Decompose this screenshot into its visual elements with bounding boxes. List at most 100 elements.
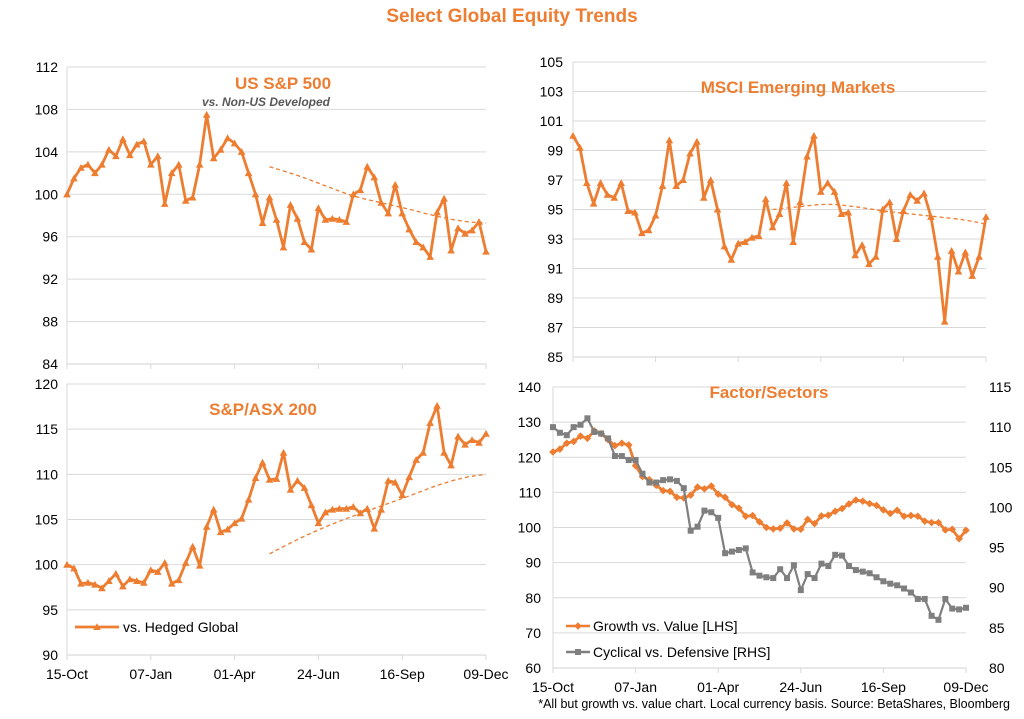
y-tick-label: 90 xyxy=(525,555,541,571)
data-point xyxy=(363,162,372,170)
data-point xyxy=(672,182,681,189)
y-tick-label: 70 xyxy=(525,625,541,641)
data-point xyxy=(377,198,386,206)
data-point xyxy=(679,176,687,184)
y-tick-label: 88 xyxy=(42,314,58,330)
data-point xyxy=(286,201,295,208)
data-point xyxy=(419,243,427,251)
data-point xyxy=(550,424,556,431)
series-em-1 xyxy=(772,203,987,225)
y-tick-label: 105 xyxy=(540,54,564,70)
data-point xyxy=(576,432,585,440)
data-point xyxy=(598,430,605,437)
data-point xyxy=(873,574,880,581)
data-point xyxy=(646,479,653,486)
y2-tick-label: 80 xyxy=(989,660,1005,676)
data-point xyxy=(913,196,921,204)
y-tick-label: 100 xyxy=(35,186,59,202)
data-point xyxy=(638,229,646,237)
data-point xyxy=(693,137,701,145)
data-point xyxy=(265,193,274,201)
data-point xyxy=(722,550,729,557)
data-point xyxy=(468,436,476,444)
data-point xyxy=(830,188,839,195)
data-point xyxy=(405,225,413,233)
data-point xyxy=(335,215,344,223)
data-point xyxy=(98,160,106,168)
series-line xyxy=(65,113,488,259)
data-point xyxy=(321,508,330,516)
data-point xyxy=(879,506,888,514)
y-tick-label: 92 xyxy=(42,271,58,287)
data-point xyxy=(584,415,591,422)
data-point xyxy=(426,419,434,426)
data-point xyxy=(907,511,915,520)
data-point xyxy=(433,401,441,409)
data-point xyxy=(701,507,708,514)
data-point xyxy=(955,534,963,543)
data-point xyxy=(209,505,218,513)
data-point xyxy=(475,438,483,446)
data-point xyxy=(885,198,894,206)
data-point xyxy=(126,151,134,159)
data-point xyxy=(77,163,85,171)
y-tick-label: 95 xyxy=(547,202,563,218)
data-point xyxy=(258,458,267,466)
data-point xyxy=(461,229,469,237)
data-point xyxy=(686,491,695,499)
data-point xyxy=(775,210,784,217)
chart-title: US S&P 500 xyxy=(235,74,331,93)
data-point xyxy=(447,461,455,469)
data-point xyxy=(153,152,162,160)
data-point xyxy=(328,214,337,222)
data-point xyxy=(679,494,688,502)
data-point xyxy=(796,198,804,206)
data-point xyxy=(852,496,860,504)
data-point xyxy=(405,473,413,481)
data-point xyxy=(70,174,78,182)
y-tick-label: 120 xyxy=(518,449,542,465)
data-point xyxy=(817,512,826,520)
y2-tick-label: 105 xyxy=(989,459,1013,475)
series-asx-1 xyxy=(269,473,487,555)
data-point xyxy=(147,160,155,168)
x-tick-label: 16-Sep xyxy=(861,679,906,695)
data-point xyxy=(91,580,99,588)
y2-tick-label: 90 xyxy=(989,580,1005,596)
data-point xyxy=(810,131,818,139)
data-point xyxy=(907,589,914,596)
x-tick-label: 24-Jun xyxy=(779,679,822,695)
data-point xyxy=(880,578,887,585)
data-point xyxy=(699,193,708,201)
data-point xyxy=(934,252,942,260)
data-point xyxy=(307,245,316,253)
data-point xyxy=(665,136,674,144)
data-point xyxy=(735,546,742,553)
data-point xyxy=(639,470,646,477)
data-point xyxy=(914,512,922,521)
y2-tick-label: 95 xyxy=(989,540,1005,556)
x-tick-label: 07-Jan xyxy=(129,666,172,682)
data-point xyxy=(576,143,584,151)
chart-us: 84 88 92 96 100 104 108 112 US S&P 500 vs. Non-US… xyxy=(35,59,490,372)
data-point xyxy=(783,519,791,527)
data-point xyxy=(605,435,612,442)
data-point xyxy=(728,500,736,509)
legend-marker xyxy=(575,649,581,655)
data-point xyxy=(768,223,777,231)
data-point xyxy=(391,478,400,486)
data-point xyxy=(837,210,846,217)
data-point xyxy=(934,518,943,527)
data-point xyxy=(244,495,253,503)
data-point xyxy=(762,523,771,532)
data-point xyxy=(188,193,197,201)
data-point xyxy=(119,582,127,590)
data-point xyxy=(741,512,750,521)
data-point xyxy=(223,525,232,533)
data-point xyxy=(119,135,127,143)
data-point xyxy=(596,179,605,186)
data-point xyxy=(603,190,612,198)
data-point xyxy=(133,140,141,148)
data-point xyxy=(112,152,120,160)
y-tick-label: 110 xyxy=(519,484,542,500)
